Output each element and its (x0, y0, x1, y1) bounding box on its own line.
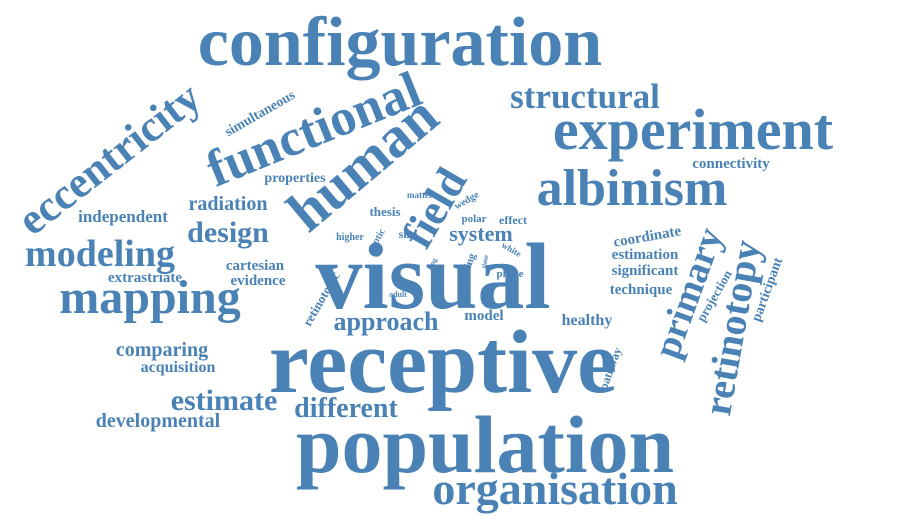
word-significant: significant (612, 263, 679, 279)
word-approach: approach (334, 307, 440, 336)
word-structural: structural (510, 77, 660, 116)
word-visual: visual (315, 225, 550, 329)
word-design: design (187, 216, 269, 249)
word-estimation: estimation (612, 247, 679, 263)
word-higher: higher (336, 232, 364, 243)
word-mapping: mapping (59, 271, 240, 324)
word-healthy: healthy (562, 312, 613, 329)
word-acquisition: acquisition (141, 359, 216, 376)
word-cartesian: cartesian (226, 258, 285, 274)
word-thesis: thesis (369, 204, 400, 219)
word-radiation: radiation (189, 193, 268, 215)
word-configuration: configuration (198, 4, 602, 81)
word-phase: phase (497, 268, 524, 280)
word-experiment: experiment (553, 97, 834, 162)
word-adult: adult (389, 290, 407, 299)
word-receptive: receptive (269, 313, 617, 412)
word-different: different (294, 393, 398, 424)
word-estimate: estimate (171, 384, 278, 417)
word-organisation: organisation (432, 463, 677, 514)
word-system: system (449, 221, 513, 246)
word-modeling: modeling (25, 233, 175, 275)
word-time: time (480, 254, 490, 268)
word-technique: technique (610, 282, 673, 298)
word-model: model (464, 308, 503, 324)
word-matter: matter (407, 190, 433, 200)
word-effect: effect (499, 213, 527, 227)
word-properties: properties (264, 171, 326, 186)
word-population: population (296, 399, 674, 490)
word-comparing: comparing (116, 339, 208, 361)
word-size: size (399, 227, 418, 241)
word-albinism: albinism (537, 160, 728, 217)
word-extrastriate: extrastriate (108, 270, 182, 286)
word-polar: polar (461, 213, 486, 225)
word-input-output: input output (434, 269, 442, 307)
word-connectivity: connectivity (692, 156, 770, 172)
word-developmental: developmental (96, 410, 221, 432)
word-evidence: evidence (231, 273, 286, 289)
word-independent: independent (78, 207, 168, 226)
